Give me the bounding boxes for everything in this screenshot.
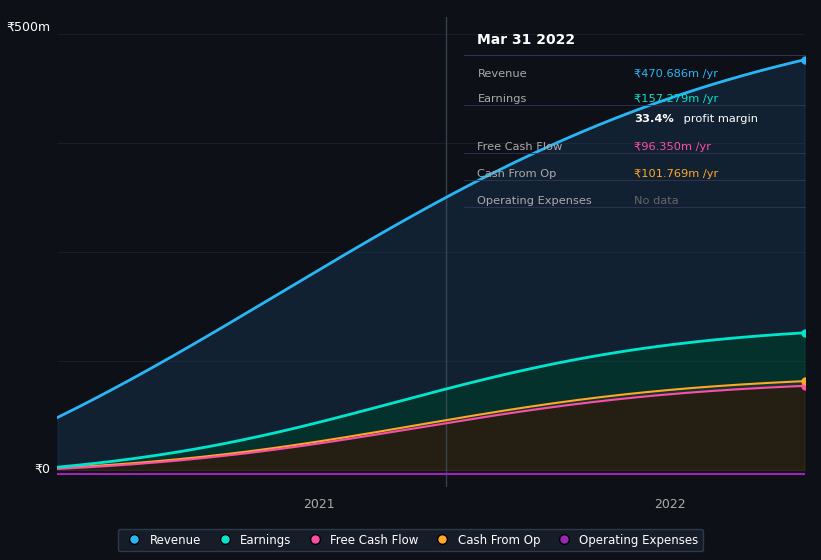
Text: profit margin: profit margin [681,114,759,124]
Text: Cash From Op: Cash From Op [478,169,557,179]
Text: ₹470.686m /yr: ₹470.686m /yr [635,69,718,79]
Text: 2022: 2022 [654,498,686,511]
Text: Revenue: Revenue [478,69,527,79]
Text: ₹0: ₹0 [34,463,50,476]
Text: ₹96.350m /yr: ₹96.350m /yr [635,142,711,152]
Text: No data: No data [635,196,679,206]
Text: ₹157.279m /yr: ₹157.279m /yr [635,94,718,104]
Text: ₹500m: ₹500m [6,21,50,34]
Legend: Revenue, Earnings, Free Cash Flow, Cash From Op, Operating Expenses: Revenue, Earnings, Free Cash Flow, Cash … [118,529,703,551]
Text: 2021: 2021 [303,498,335,511]
Text: 33.4%: 33.4% [635,114,674,124]
Text: Free Cash Flow: Free Cash Flow [478,142,562,152]
Text: Mar 31 2022: Mar 31 2022 [478,32,576,46]
Text: Operating Expenses: Operating Expenses [478,196,592,206]
Text: Earnings: Earnings [478,94,527,104]
Text: ₹101.769m /yr: ₹101.769m /yr [635,169,718,179]
